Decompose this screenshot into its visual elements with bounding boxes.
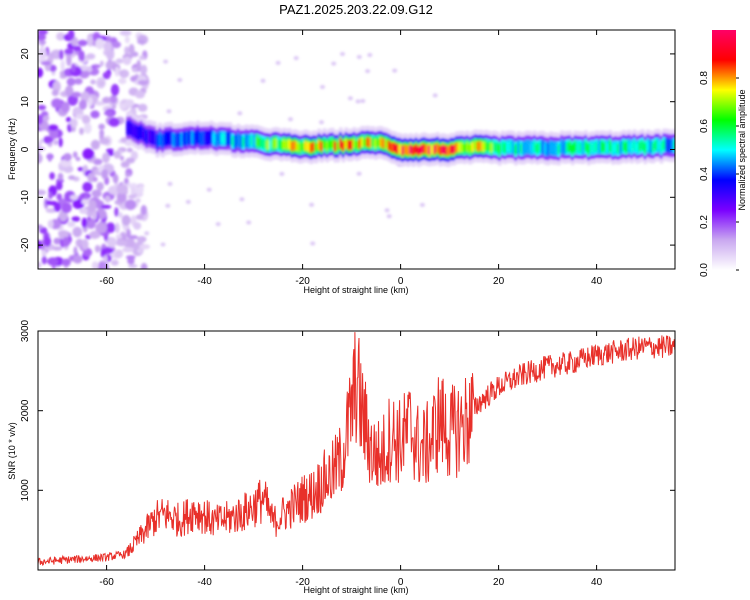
colorbar-gradient (712, 30, 736, 270)
snr-panel: -60 -40 -20 0 20 40 1000 2000 3000 Height of st… (7, 319, 676, 595)
y-tick-label: 10 (20, 96, 31, 108)
snr-y-ticks: 1000 2000 3000 (20, 319, 675, 501)
x-tick-label: 20 (493, 276, 505, 287)
snr-y-label: SNR (10 * v/v) (7, 422, 17, 480)
colorbar-tick-label: 0.6 (699, 119, 710, 133)
colorbar-tick-label: 0.4 (699, 167, 710, 181)
spectrogram-y-ticks: -20 -10 0 10 20 (20, 48, 675, 252)
y-tick-label: 1000 (20, 479, 31, 502)
colorbar-tick-label: 0.8 (699, 71, 710, 85)
x-tick-label: -40 (197, 276, 212, 287)
x-tick-label: -60 (99, 577, 114, 588)
colorbar-tick-label: 0.2 (699, 215, 710, 229)
spectrogram-x-ticks: -60 -40 -20 0 20 40 (99, 30, 603, 287)
x-tick-label: -20 (295, 577, 310, 588)
spectrogram-image (38, 30, 675, 269)
snr-x-ticks: -60 -40 -20 0 20 40 (99, 331, 603, 588)
x-tick-label: -60 (99, 276, 114, 287)
colorbar-label: Normalized spectral amplitude (737, 89, 747, 210)
x-tick-label: 40 (591, 577, 603, 588)
colorbar-tick-label: 0.0 (699, 263, 710, 277)
figure-title: PAZ1.2025.203.22.09.G12 (279, 2, 433, 17)
y-tick-label: 3000 (20, 319, 31, 342)
spectrogram-y-label: Frequency (Hz) (7, 118, 17, 180)
x-tick-label: -40 (197, 577, 212, 588)
x-tick-label: 0 (398, 276, 404, 287)
spectrogram-x-label: Height of straight line (km) (303, 285, 408, 295)
y-tick-label: -10 (20, 190, 31, 205)
y-tick-label: 0 (20, 146, 31, 152)
x-tick-label: 20 (493, 577, 505, 588)
y-tick-label: 2000 (20, 399, 31, 422)
snr-x-label: Height of straight line (km) (303, 585, 408, 595)
colorbar: 0.0 0.2 0.4 0.6 0.8 Normalized spectral ampl… (699, 30, 747, 277)
colorbar-ticks: 0.0 0.2 0.4 0.6 0.8 (699, 71, 739, 277)
y-tick-label: -20 (20, 237, 31, 252)
x-tick-label: -20 (295, 276, 310, 287)
y-tick-label: 20 (20, 48, 31, 60)
snr-frame (37, 330, 676, 571)
x-tick-label: 40 (591, 276, 603, 287)
x-tick-label: 0 (398, 577, 404, 588)
spectrogram-panel: -60 -40 -20 0 20 40 -20 -10 0 10 20 Height of str… (7, 29, 676, 295)
snr-series-line (38, 332, 675, 566)
